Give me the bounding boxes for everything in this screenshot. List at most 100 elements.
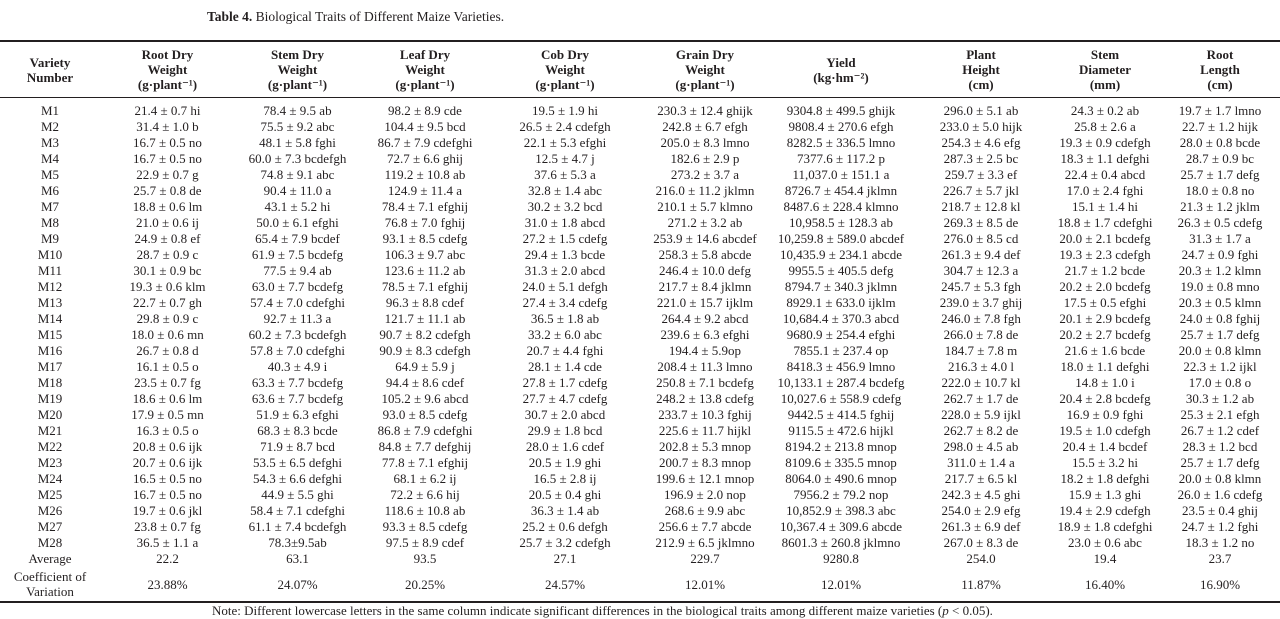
cell-grain-dry-weight: 253.9 ± 14.6 abcdef (653, 231, 757, 246)
cell-cob-dry-weight: 27.7 ± 4.7 cdefg (522, 391, 608, 406)
table-note: Note: Different lowercase letters in the… (212, 603, 993, 619)
table-row: M9 24.9 ± 0.8 ef 65.4 ± 7.9 bcdef 93.1 ± 8.… (0, 231, 1280, 247)
table-row: M20 17.9 ± 0.5 mn 51.9 ± 6.3 efghi 93.0 ± 8… (0, 407, 1280, 423)
cell-cob-dry-weight: 20.5 ± 0.4 ghi (528, 487, 602, 502)
cell-stem-diameter: 20.4 ± 1.4 bcdef (1062, 439, 1148, 454)
cell-stem-dry-weight: 78.3±9.5ab (268, 535, 327, 550)
cell-cob-dry-weight: 25.7 ± 3.2 cdefgh (519, 535, 611, 550)
header-line: Yield (826, 54, 856, 70)
cell-stem-diameter: 18.2 ± 1.8 defghi (1060, 471, 1150, 486)
cell-root-length: 22.7 ± 1.2 hijk (1181, 119, 1259, 134)
cell-plant-height: 287.3 ± 2.5 bc (943, 151, 1019, 166)
header-root-dry-weight: Root Dry Weight (g·plant⁻¹) (100, 41, 235, 98)
cell-stem-diameter: 22.4 ± 0.4 abcd (1064, 167, 1146, 182)
header-grain-dry-weight: Grain Dry Weight (g·plant⁻¹) (640, 41, 770, 98)
cell-root-dry-weight: 16.7 ± 0.5 no (133, 487, 202, 502)
cell-root-dry-weight: 29.8 ± 0.9 c (136, 311, 199, 326)
cell-cob-dry-weight: 37.6 ± 5.3 a (534, 167, 596, 182)
cell-root-length: 28.3 ± 1.2 bcd (1182, 439, 1258, 454)
cell-root-length: 18.3 ± 1.2 no (1185, 535, 1255, 550)
cell-cob-dry-weight: 27.2 ± 1.5 cdefg (522, 231, 608, 246)
cell-stem-dry-weight: 60.2 ± 7.3 bcdefgh (248, 327, 347, 342)
cell-yield: 8794.7 ± 340.3 jklmn (784, 279, 898, 294)
cell-stem-dry-weight: 51.9 ± 6.3 efghi (256, 407, 339, 422)
cell-leaf-dry-weight: 64.9 ± 5.9 j (395, 359, 455, 374)
cell-stem-dry-weight: 50.0 ± 6.1 efghi (256, 215, 339, 230)
header-line: (g·plant⁻¹) (535, 77, 595, 92)
cell-stem-diameter: 17.5 ± 0.5 efghi (1063, 295, 1147, 310)
cell-variety-number: M23 (37, 455, 63, 470)
table-row: M24 16.5 ± 0.5 no 54.3 ± 6.6 defghi 68.1 ± … (0, 471, 1280, 487)
header-line: Stem Dry (270, 47, 325, 62)
cell-yield: 8064.0 ± 490.6 mnop (785, 471, 897, 486)
cell-grain-dry-weight: 194.4 ± 5.9op (668, 343, 742, 358)
cell-yield: 7377.6 ± 117.2 p (797, 151, 885, 166)
cell-yield: 9955.5 ± 405.5 defg (788, 263, 894, 278)
cell-root-dry-weight: 16.1 ± 0.5 o (136, 359, 199, 374)
cell-variety-number: M5 (40, 167, 60, 182)
cell-yield: 10,852.9 ± 398.3 abc (786, 503, 896, 518)
cell-leaf-dry-weight: 78.5 ± 7.1 efghij (381, 279, 469, 294)
cell-leaf-dry-weight: 106.3 ± 9.7 abc (384, 247, 466, 262)
cell-stem-dry-weight: 61.9 ± 7.5 bcdefg (251, 247, 344, 262)
cell-grain-dry-weight: 212.9 ± 6.5 jklmno (655, 535, 755, 550)
cell-root-dry-weight: 21.0 ± 0.6 ij (135, 215, 200, 230)
cell-yield: 8109.6 ± 335.5 mnop (785, 455, 897, 470)
cell-root-length: 21.3 ± 1.2 jklm (1180, 199, 1260, 214)
cell-leaf-dry-weight: 119.2 ± 10.8 ab (384, 167, 466, 182)
cell-root-dry-weight: 28.7 ± 0.9 c (136, 247, 199, 262)
cell-leaf-dry-weight: 93.5 (413, 551, 437, 566)
cell-stem-dry-weight: 57.8 ± 7.0 cdefghi (250, 343, 345, 358)
cell-plant-height: 261.3 ± 6.9 def (941, 519, 1021, 534)
cell-root-dry-weight: 36.5 ± 1.1 a (136, 535, 199, 550)
cell-stem-diameter: 16.9 ± 0.9 fghi (1066, 407, 1144, 422)
cell-variety-number: M12 (37, 279, 63, 294)
cell-cob-dry-weight: 29.9 ± 1.8 bcd (527, 423, 603, 438)
cell-stem-diameter: 19.3 ± 2.3 cdefgh (1059, 247, 1151, 262)
cell-stem-dry-weight: 53.5 ± 6.5 defghi (252, 455, 343, 470)
cell-root-length: 28.7 ± 0.9 bc (1185, 151, 1255, 166)
cell-stem-diameter: 18.3 ± 1.1 defghi (1060, 151, 1150, 166)
cell-yield: 10,367.4 ± 309.6 abcde (780, 519, 902, 534)
cell-cob-dry-weight: 29.4 ± 1.3 bcde (524, 247, 606, 262)
cell-variety-number: M20 (37, 407, 63, 422)
cell-root-length: 20.3 ± 1.2 klmn (1178, 263, 1262, 278)
cell-plant-height: 218.7 ± 12.8 kl (941, 199, 1021, 214)
cell-plant-height: 296.0 ± 5.1 ab (943, 103, 1019, 118)
cell-stem-dry-weight: 40.3 ± 4.9 i (267, 359, 328, 374)
header-root-length: Root Length (cm) (1160, 41, 1280, 98)
cell-cob-dry-weight: 26.5 ± 2.4 cdefgh (519, 119, 611, 134)
cell-root-dry-weight: 18.0 ± 0.6 mn (131, 327, 204, 342)
cell-plant-height: 254.0 (966, 551, 996, 566)
table-row: M16 26.7 ± 0.8 d 57.8 ± 7.0 cdefghi 90.9 ± … (0, 343, 1280, 359)
cell-stem-dry-weight: 54.3 ± 6.6 defghi (252, 471, 343, 486)
cell-cob-dry-weight: 24.0 ± 5.1 defgh (522, 279, 608, 294)
cell-stem-diameter: 23.0 ± 0.6 abc (1068, 535, 1142, 550)
header-line: Cob Dry (540, 47, 590, 62)
cell-stem-diameter: 21.7 ± 1.2 bcde (1064, 263, 1146, 278)
table-row: M21 16.3 ± 0.5 o 68.3 ± 8.3 bcde 86.8 ± 7.9… (0, 423, 1280, 439)
cell-leaf-dry-weight: 124.9 ± 11.4 a (387, 183, 463, 198)
cell-plant-height: 262.7 ± 8.2 de (943, 423, 1019, 438)
cell-leaf-dry-weight: 78.4 ± 7.1 efghij (381, 199, 469, 214)
table-label: Table 4. (207, 9, 253, 24)
cell-root-dry-weight: 31.4 ± 1.0 b (136, 119, 199, 134)
maize-traits-table: Variety Number Root Dry Weight (g·plant⁻¹) St… (0, 40, 1280, 603)
cell-grain-dry-weight: 12.01% (684, 576, 726, 592)
cell-grain-dry-weight: 250.8 ± 7.1 bcdefg (656, 375, 754, 390)
table-row: M23 20.7 ± 0.6 ijk 53.5 ± 6.5 defghi 77.8 ±… (0, 455, 1280, 471)
cell-stem-diameter: 19.4 ± 2.9 cdefgh (1059, 503, 1151, 518)
cell-stem-dry-weight: 63.0 ± 7.7 bcdefg (251, 279, 344, 294)
table-row: M13 22.7 ± 0.7 gh 57.4 ± 7.0 cdefghi 96.3 ±… (0, 295, 1280, 311)
header-line: Height (962, 62, 1000, 77)
cell-variety-number: M1 (40, 103, 60, 118)
cell-plant-height: 184.7 ± 7.8 m (944, 343, 1018, 358)
cell-stem-diameter: 18.8 ± 1.7 cdefghi (1057, 215, 1153, 230)
cell-root-dry-weight: 25.7 ± 0.8 de (133, 183, 202, 198)
cell-root-length: 30.3 ± 1.2 ab (1185, 391, 1255, 406)
header-variety-number: Variety Number (0, 41, 100, 98)
cell-plant-height: 228.0 ± 5.9 ijkl (941, 407, 1021, 422)
cell-leaf-dry-weight: 118.6 ± 10.8 ab (384, 503, 466, 518)
cell-root-length: 25.7 ± 1.7 defg (1180, 327, 1260, 342)
cell-plant-height: 269.3 ± 8.5 de (943, 215, 1019, 230)
